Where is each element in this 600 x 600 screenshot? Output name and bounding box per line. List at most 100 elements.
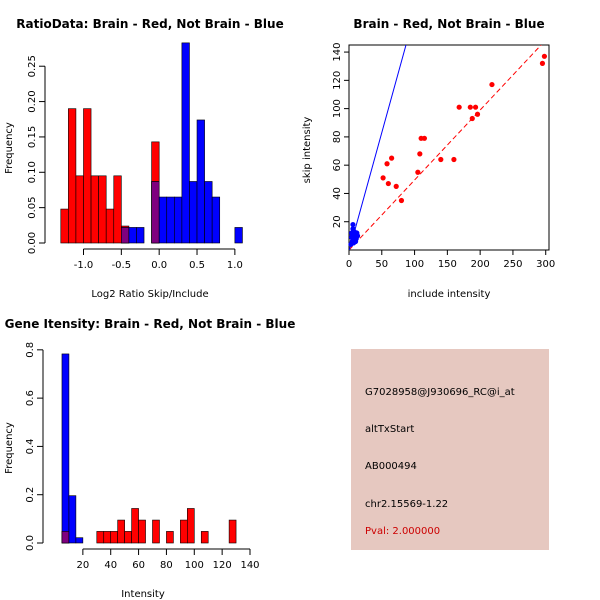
brain-point (456, 104, 462, 110)
brain-point (415, 169, 421, 175)
scatter-y-tick-label: 80 (332, 131, 343, 144)
scatter-x-tick-label: 200 (471, 259, 490, 270)
ratio-brain-bar (83, 108, 92, 244)
ratio-notbrain-bar (196, 119, 205, 244)
intensity-histogram-title: Gene Itensity: Brain - Red, Not Brain - … (5, 317, 296, 331)
ratio-y-tick-label: 0.05 (27, 197, 38, 219)
intensity-y-tick-label: 0.0 (25, 535, 36, 551)
intensity-x-tick-label: 60 (132, 560, 145, 571)
ratio-notbrain-bar (189, 181, 198, 244)
ratio-brain-bar (75, 175, 84, 244)
brain-point (541, 53, 548, 59)
ratio-x-tick-label: 0.5 (189, 260, 205, 271)
scatter-x-tick-label: 50 (375, 259, 388, 270)
ratio-notbrain-bar (158, 196, 168, 244)
ratio-histogram-title: RatioData: Brain - Red, Not Brain - Blue (16, 17, 283, 31)
intensity-brain-bar (138, 519, 146, 544)
event-type-text: altTxStart (365, 424, 415, 435)
ratio-brain-bar (113, 175, 122, 244)
intensity-histogram-panel: Gene Itensity: Brain - Red, Not Brain - … (4, 317, 295, 600)
ratio-histogram-axes: -1.0 -0.5 0.0 0.5 1.0 0.00 0.05 0.10 0.15 0.20 0.2… (27, 55, 243, 271)
brain-point (438, 156, 444, 163)
scatter-points (348, 53, 548, 247)
notbrain-point (350, 226, 356, 232)
ratio-notbrain-bar (128, 227, 137, 244)
scatter-xlabel: include intensity (408, 289, 491, 300)
ratio-brain-bar (60, 208, 69, 244)
ratio-notbrain-bar (181, 42, 190, 244)
ratio-notbrain-bar (234, 227, 243, 244)
intensity-brain-bar (110, 531, 118, 544)
ratio-y-tick-label: 0.10 (27, 161, 38, 183)
scatter-y-tick-label: 40 (332, 187, 343, 200)
intensity-brain-bar (152, 519, 160, 544)
ratio-y-tick-label: 0.00 (27, 232, 38, 254)
intensity-brain-bar (131, 508, 139, 544)
scatter-fit-lines (349, 45, 542, 250)
scatter-y-tick-label: 60 (332, 159, 343, 172)
ratio-brain-bar (105, 208, 115, 244)
intensity-notbrain-bar (75, 537, 84, 544)
intensity-brain-bar (96, 531, 105, 544)
intensity-notbrain-bar (61, 353, 70, 544)
intensity-brain-bar (117, 519, 125, 544)
ratio-notbrain-bar (166, 196, 175, 244)
brain-point (417, 151, 423, 157)
intensity-x-tick-label: 40 (104, 560, 117, 571)
intensity-brain-bar (228, 519, 237, 544)
brain-point (474, 111, 481, 117)
probe-id-text: G7028958@J930696_RC@i_at (365, 387, 515, 398)
scatter-title: Brain - Red, Not Brain - Blue (353, 17, 544, 31)
brain-point (385, 180, 391, 187)
intensity-brain-bar (200, 531, 209, 544)
probe-info-box: G7028958@J930696_RC@i_at altTxStart AB00… (351, 349, 549, 550)
ratio-overlap-bar (121, 227, 130, 244)
scatter-y-tick-label: 120 (332, 71, 343, 90)
ratio-y-tick-label: 0.20 (27, 90, 38, 112)
ratio-histogram-bars (60, 42, 243, 244)
intensity-histogram-ylabel: Frequency (4, 422, 15, 474)
notbrain-fit-line (349, 45, 407, 250)
ratio-notbrain-bar (174, 196, 183, 244)
ratio-notbrain-bar (136, 227, 145, 244)
ratio-brain-bar (68, 108, 77, 244)
scatter-x-tick-label: 150 (438, 259, 457, 270)
scatter-ylabel: skip intensity (302, 117, 313, 184)
intensity-scatter-panel: Brain - Red, Not Brain - Blue 0 50 100 150 2… (302, 17, 555, 300)
intensity-histogram-axes: 20 40 60 80 100 120 140 0.0 0.2 0.4 0.6 0.8 (25, 342, 260, 571)
scatter-x-tick-label: 250 (503, 259, 522, 270)
pval-text: Pval: 2.000000 (365, 526, 441, 537)
scatter-y-tick-label: 20 (332, 215, 343, 228)
notbrain-point (354, 233, 361, 239)
intensity-x-tick-label: 20 (76, 560, 89, 571)
scatter-x-tick-label: 300 (536, 259, 555, 270)
intensity-y-tick-label: 0.8 (25, 342, 36, 358)
intensity-x-tick-label: 140 (240, 560, 259, 571)
ratio-brain-bar (98, 175, 107, 244)
ratio-brain-bar (90, 175, 99, 244)
brain-point (467, 104, 473, 110)
brain-point (421, 135, 428, 141)
ratio-x-tick-label: 0.0 (151, 260, 167, 271)
ratio-y-tick-label: 0.25 (27, 55, 38, 77)
location-text: chr2.15569-1.22 (365, 499, 449, 510)
scatter-x-tick-label: 100 (405, 259, 424, 270)
intensity-x-tick-label: 100 (185, 560, 204, 571)
intensity-y-tick-label: 0.2 (25, 487, 36, 503)
ratio-x-tick-label: 1.0 (227, 260, 243, 271)
brain-point (389, 155, 395, 161)
ratio-notbrain-bar (204, 181, 213, 244)
intensity-brain-bar (124, 531, 132, 544)
scatter-x-tick-label: 0 (346, 259, 352, 270)
ratio-notbrain-bar (211, 196, 221, 244)
brain-point (472, 104, 479, 110)
scatter-axes: 0 50 100 150 200 250 300 20 40 60 80 100 120 140 (332, 43, 555, 270)
intensity-overlap-bar (61, 531, 70, 544)
intensity-brain-bar (187, 508, 195, 544)
ratio-y-tick-label: 0.15 (27, 126, 38, 148)
brain-point (539, 60, 546, 66)
brain-point (451, 156, 457, 163)
intensity-y-tick-label: 0.4 (25, 438, 36, 454)
intensity-brain-bar (166, 531, 174, 544)
